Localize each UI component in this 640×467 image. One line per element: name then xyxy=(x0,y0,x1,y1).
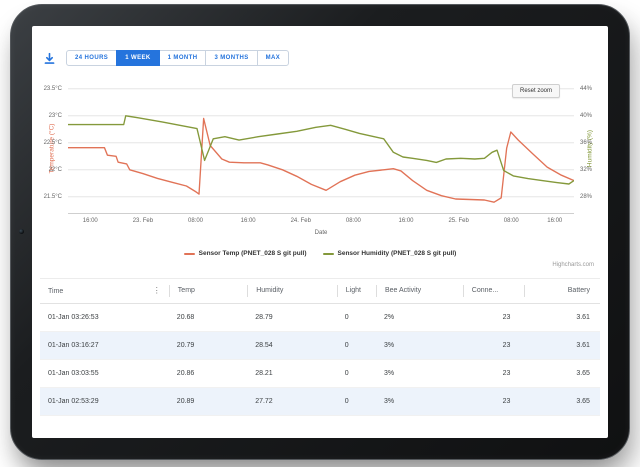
table-header-row: Time ⋮ Temp Humidity Light Bee Activity Conne.… xyxy=(40,279,600,304)
table-cell: 23 xyxy=(502,314,511,321)
column-header-humidity[interactable]: Humidity xyxy=(247,285,337,297)
column-header-label: Time xyxy=(48,287,64,295)
sensor-chart: Temperature (°C) Humidity (%) 23.5°C 23°C… xyxy=(38,72,602,248)
y-tick-humidity-0: 44% xyxy=(580,85,593,92)
range-button-1-week[interactable]: 1 WEEK xyxy=(116,50,160,66)
time-range-group: 24 HOURS 1 WEEK 1 MONTH 3 MONTHS MAX xyxy=(66,50,290,66)
table-cell: 01-Jan 02:53:29 xyxy=(48,398,99,405)
range-button-1-month[interactable]: 1 MONTH xyxy=(158,50,207,66)
y-tick-temp-4: 21.5°C xyxy=(43,193,62,200)
sensor-table: Time ⋮ Temp Humidity Light Bee Activity Conne.… xyxy=(40,278,600,416)
table-row: 01-Jan 03:03:55 20.86 28.21 0 3% 23 3.65 xyxy=(40,360,600,388)
legend-label-humidity: Sensor Humidity (PNET_028 S git pull) xyxy=(337,250,457,257)
legend-item-temp[interactable]: Sensor Temp (PNET_028 S git pull) xyxy=(183,250,307,257)
y-tick-humidity-3: 32% xyxy=(580,166,593,173)
chart-legend: Sensor Temp (PNET_028 S git pull) Sensor … xyxy=(32,250,608,257)
table-cell: 23 xyxy=(502,398,511,405)
toolbar: 24 HOURS 1 WEEK 1 MONTH 3 MONTHS MAX xyxy=(42,50,290,66)
x-axis-ticks: 16:00 23. Feb 08:00 16:00 24. Feb 08:00 16:00 2… xyxy=(68,218,574,226)
x-tick-4: 24. Feb xyxy=(290,218,311,224)
front-camera-icon xyxy=(19,229,24,234)
range-button-3-months[interactable]: 3 MONTHS xyxy=(205,50,258,66)
table-cell: 28.21 xyxy=(255,370,273,377)
y-axis-ticks-left: 23.5°C 23°C 22.5°C 22°C 21.5°C xyxy=(38,78,66,213)
reset-zoom-button[interactable]: Reset zoom xyxy=(511,84,560,98)
legend-item-humidity[interactable]: Sensor Humidity (PNET_028 S git pull) xyxy=(322,250,457,257)
table-cell: 3.65 xyxy=(576,370,590,377)
table-cell: 01-Jan 03:26:53 xyxy=(48,314,99,321)
table-cell: 28.79 xyxy=(255,314,273,321)
table-cell: 23 xyxy=(502,370,511,377)
table-cell: 3.61 xyxy=(576,342,590,349)
download-icon[interactable] xyxy=(42,51,56,65)
table-cell: 27.72 xyxy=(255,398,273,405)
x-tick-7: 25. Feb xyxy=(448,218,469,224)
series-line-temp xyxy=(68,117,574,203)
column-header-label: Light xyxy=(345,287,361,294)
range-button-max[interactable]: MAX xyxy=(256,50,290,66)
table-cell: 3% xyxy=(383,398,395,405)
y-tick-temp-1: 23°C xyxy=(48,112,62,119)
column-header-bee-activity[interactable]: Bee Activity xyxy=(375,285,463,297)
table-cell: 28.54 xyxy=(255,342,273,349)
x-tick-5: 08:00 xyxy=(345,218,361,224)
column-header-time[interactable]: Time ⋮ xyxy=(40,287,169,295)
plot-area[interactable]: Reset zoom xyxy=(68,78,574,214)
table-cell: 01-Jan 03:16:27 xyxy=(48,342,99,349)
table-body: 01-Jan 03:26:53 20.68 28.79 0 2% 23 3.61 01-Jan… xyxy=(40,304,600,416)
x-tick-9: 16:00 xyxy=(547,218,563,224)
column-header-temp[interactable]: Temp xyxy=(168,285,247,297)
table-cell: 3.65 xyxy=(576,398,590,405)
y-tick-temp-2: 22.5°C xyxy=(43,139,62,146)
table-cell: 0 xyxy=(344,398,349,405)
x-axis-title: Date xyxy=(314,230,328,236)
y-tick-temp-3: 22°C xyxy=(48,166,62,173)
series-line-humidity xyxy=(68,115,574,185)
table-row: 01-Jan 03:16:27 20.79 28.54 0 3% 23 3.61 xyxy=(40,332,600,360)
table-cell: 20.89 xyxy=(176,398,195,405)
x-tick-6: 16:00 xyxy=(398,218,414,224)
column-header-label: Bee Activity xyxy=(384,287,422,294)
column-header-conne-[interactable]: Conne... xyxy=(462,285,525,297)
x-tick-8: 08:00 xyxy=(503,218,519,224)
table-cell: 3% xyxy=(383,370,395,377)
column-header-label: Battery xyxy=(567,287,590,294)
table-row: 01-Jan 02:53:29 20.89 27.72 0 3% 23 3.65 xyxy=(40,388,600,416)
range-button-24-hours[interactable]: 24 HOURS xyxy=(66,50,118,66)
table-cell: 23 xyxy=(502,342,511,349)
y-tick-humidity-1: 40% xyxy=(580,112,593,119)
table-cell: 0 xyxy=(344,342,349,349)
table-cell: 20.68 xyxy=(176,314,195,321)
column-menu-icon[interactable]: ⋮ xyxy=(152,287,161,295)
table-cell: 20.79 xyxy=(176,342,195,349)
y-tick-humidity-4: 28% xyxy=(580,193,593,200)
x-tick-1: 23. Feb xyxy=(132,218,154,224)
table-cell: 01-Jan 03:03:55 xyxy=(48,370,99,377)
column-header-battery[interactable]: Battery xyxy=(524,285,600,297)
x-tick-3: 16:00 xyxy=(240,218,256,224)
app-screen: 24 HOURS 1 WEEK 1 MONTH 3 MONTHS MAX Tempera… xyxy=(32,26,608,438)
tablet-frame: 24 HOURS 1 WEEK 1 MONTH 3 MONTHS MAX Tempera… xyxy=(10,4,630,460)
table-cell: 3% xyxy=(383,342,395,349)
y-tick-temp-0: 23.5°C xyxy=(43,85,62,92)
legend-label-temp: Sensor Temp (PNET_028 S git pull) xyxy=(198,250,307,257)
column-header-light[interactable]: Light xyxy=(336,285,376,297)
column-header-label: Temp xyxy=(177,287,195,294)
column-header-label: Humidity xyxy=(256,287,284,294)
y-tick-humidity-2: 36% xyxy=(580,139,593,146)
y-axis-ticks-right: 44% 40% 36% 32% 28% xyxy=(576,78,602,213)
x-tick-0: 16:00 xyxy=(82,218,98,224)
column-header-label: Conne... xyxy=(471,287,499,294)
legend-marker-temp xyxy=(183,252,195,255)
table-cell: 2% xyxy=(383,314,395,321)
chart-credits[interactable]: Highcharts.com xyxy=(552,262,594,268)
legend-marker-humidity xyxy=(322,252,334,255)
table-row: 01-Jan 03:26:53 20.68 28.79 0 2% 23 3.61 xyxy=(40,304,600,332)
table-cell: 20.86 xyxy=(176,370,195,377)
table-cell: 0 xyxy=(344,370,349,377)
table-cell: 3.61 xyxy=(576,314,590,321)
x-tick-2: 08:00 xyxy=(187,218,204,224)
table-cell: 0 xyxy=(344,314,349,321)
